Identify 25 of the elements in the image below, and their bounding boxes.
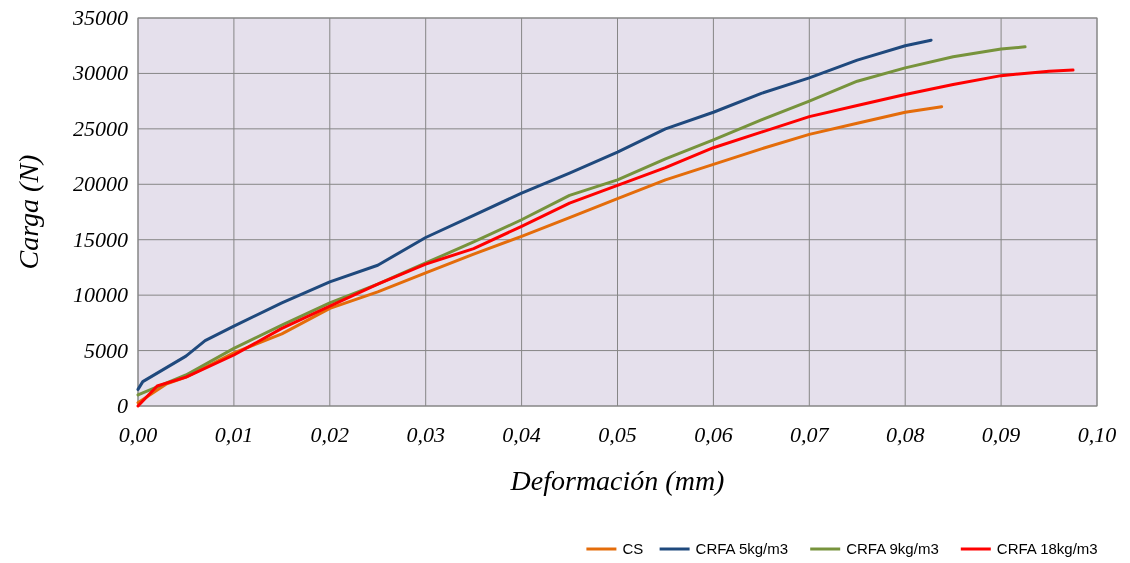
y-tick-label: 30000 — [72, 60, 128, 86]
legend-label: CRFA 18kg/m3 — [996, 540, 1098, 557]
x-tick-label: 0,08 — [885, 422, 925, 447]
y-tick-label: 20000 — [73, 171, 128, 197]
legend-label: CRFA 5kg/m3 — [695, 540, 789, 557]
x-tick-label: 0,02 — [310, 422, 350, 447]
y-axis-title: Carga (N) — [13, 154, 44, 270]
legend-label: CS — [622, 540, 644, 557]
legend-label: CRFA 9kg/m3 — [846, 540, 939, 557]
y-tick-label: 35000 — [72, 5, 128, 30]
x-tick-label: 0,05 — [598, 422, 637, 447]
x-tick-label: 0,04 — [502, 422, 541, 447]
x-tick-label: 0,06 — [694, 422, 733, 447]
x-axis-title: Deformación (mm) — [509, 465, 725, 496]
x-tick-label: 0,10 — [1077, 422, 1117, 447]
x-tick-label: 0,07 — [790, 422, 830, 447]
x-tick-label: 0,01 — [214, 422, 254, 447]
x-tick-label: 0,00 — [118, 422, 158, 447]
y-tick-label: 10000 — [73, 282, 128, 308]
x-tick-label: 0,03 — [406, 422, 445, 447]
y-tick-label: 25000 — [73, 115, 128, 141]
y-tick-label: 15000 — [73, 226, 128, 252]
y-tick-label: 5000 — [84, 337, 128, 363]
y-tick-label: 0 — [117, 393, 128, 418]
x-tick-label: 0,09 — [981, 422, 1021, 447]
